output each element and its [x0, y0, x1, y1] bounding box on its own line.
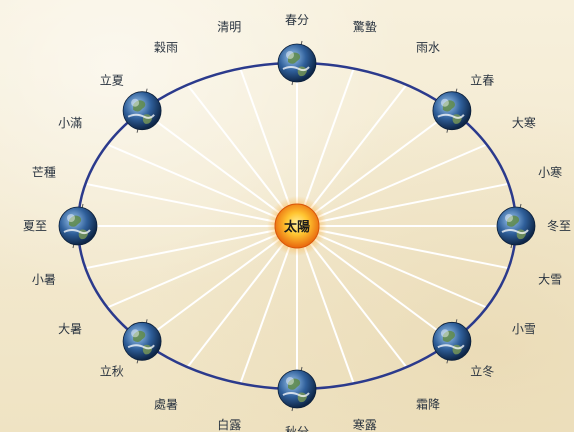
- orbit-spoke: [106, 143, 298, 227]
- earth-land: [288, 52, 301, 64]
- earth-globe: [496, 206, 536, 246]
- solar-term-label: 小雪: [512, 322, 536, 336]
- earth-globe: [122, 321, 162, 361]
- solar-term-label: 小暑: [32, 272, 56, 286]
- earth-icon: [277, 366, 317, 412]
- orbit-spoke: [106, 225, 298, 309]
- solar-term-label: 大雪: [538, 272, 562, 286]
- earth-land: [133, 100, 146, 112]
- earth-clouds: [127, 344, 155, 350]
- solar-term-label: 穀雨: [154, 41, 178, 55]
- earth-land: [507, 215, 520, 227]
- earth-highlight: [67, 214, 75, 222]
- orbit-spoke: [141, 225, 298, 343]
- earth-clouds: [501, 229, 529, 235]
- orbit-spoke: [296, 109, 453, 227]
- solar-term-label: 立夏: [100, 72, 124, 87]
- earth-icon: [122, 319, 162, 364]
- solar-term-label: 秋分: [285, 425, 309, 432]
- solar-term-label: 冬至: [547, 218, 571, 233]
- solar-term-label: 寒露: [353, 417, 377, 432]
- orbit-spoke: [296, 225, 453, 343]
- solar-term-label: 小滿: [58, 116, 82, 130]
- earth-clouds: [127, 113, 155, 119]
- earth-highlight: [440, 329, 449, 338]
- earth-globe: [122, 91, 162, 131]
- earth-globe: [432, 321, 472, 361]
- earth-clouds: [437, 344, 465, 350]
- orbit-spoke: [296, 143, 488, 227]
- solar-term-label: 立秋: [100, 364, 124, 379]
- earth-highlight: [505, 214, 513, 222]
- earth-globe: [58, 206, 98, 246]
- earth-markers: [58, 40, 536, 412]
- solar-term-label: 白露: [217, 417, 241, 432]
- earth-globe: [277, 43, 317, 83]
- earth-icon: [432, 319, 472, 364]
- earth-highlight: [440, 98, 449, 107]
- earth-icon: [277, 40, 317, 86]
- earth-highlight: [131, 329, 140, 338]
- earth-land: [442, 330, 455, 343]
- earth-land: [288, 378, 301, 390]
- earth-icon: [432, 88, 472, 133]
- orbit-spoke: [85, 182, 298, 227]
- orbit-spoke: [141, 109, 298, 227]
- solar-term-label: 清明: [217, 20, 241, 34]
- solar-term-label: 大暑: [58, 322, 82, 336]
- solar-term-label: 夏至: [23, 219, 47, 233]
- earth-clouds: [437, 113, 465, 119]
- earth-highlight: [286, 377, 294, 385]
- solar-term-label: 處暑: [154, 397, 178, 411]
- earth-icon: [122, 88, 162, 133]
- earth-highlight: [286, 51, 294, 59]
- solar-term-label: 驚蟄: [353, 19, 377, 34]
- earth-land: [133, 330, 146, 343]
- solar-term-label: 霜降: [416, 397, 440, 411]
- earth-clouds: [63, 229, 91, 235]
- earth-icon: [496, 203, 536, 249]
- solar-term-label: 大寒: [512, 115, 536, 130]
- sun-icon: [274, 203, 320, 249]
- orbit-spoke: [296, 225, 509, 270]
- solar-term-label: 芒種: [32, 165, 56, 180]
- earth-clouds: [282, 66, 310, 72]
- earth-land: [442, 100, 455, 112]
- orbit-spoke: [296, 182, 509, 227]
- earth-globe: [277, 369, 317, 409]
- sun: 太陽: [267, 196, 327, 256]
- earth-land: [69, 215, 82, 227]
- solar-term-label: 雨水: [416, 41, 440, 55]
- solar-term-label: 立春: [470, 72, 494, 87]
- earth-globe: [432, 91, 472, 131]
- orbit-spoke: [296, 225, 488, 309]
- solar-term-label: 春分: [285, 13, 309, 27]
- earth-icon: [58, 203, 98, 249]
- solar-term-label: 小寒: [538, 165, 562, 180]
- orbit-spoke: [85, 225, 298, 270]
- solar-term-label: 立冬: [470, 364, 494, 379]
- earth-highlight: [131, 98, 140, 107]
- sun-label: 太陽: [283, 219, 310, 235]
- earth-clouds: [282, 392, 310, 398]
